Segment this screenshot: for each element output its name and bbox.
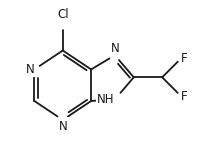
Text: NH: NH (97, 93, 115, 106)
Text: N: N (26, 63, 34, 76)
Text: Cl: Cl (57, 8, 69, 20)
Text: F: F (181, 90, 188, 103)
Text: F: F (181, 52, 188, 65)
Text: N: N (110, 42, 119, 55)
Text: N: N (58, 120, 67, 133)
